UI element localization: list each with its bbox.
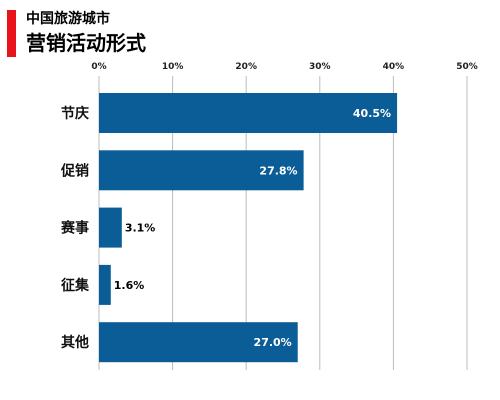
data-label: 27.0% — [254, 336, 292, 349]
bar — [99, 150, 304, 191]
category-label: 促销 — [60, 162, 89, 179]
x-tick-label: 50% — [456, 62, 478, 72]
data-label: 40.5% — [353, 107, 391, 120]
chart-title: 营销活动形式 — [26, 31, 146, 55]
x-axis-ticks: 0% 10% 20% 30% 40% 50% — [91, 62, 477, 72]
x-tick-label: 40% — [383, 62, 405, 72]
data-labels: 40.5% 27.8% 3.1% 1.6% 27.0% — [114, 107, 391, 349]
x-tick-label: 20% — [235, 62, 257, 72]
bar — [99, 207, 122, 248]
category-label: 其他 — [61, 334, 89, 351]
title-accent-bar — [7, 10, 16, 57]
bar — [99, 264, 111, 305]
data-label: 27.8% — [259, 164, 297, 177]
data-label: 3.1% — [125, 222, 156, 235]
bars — [99, 93, 398, 363]
bar — [99, 93, 398, 133]
x-tick-label: 0% — [91, 62, 106, 72]
category-label: 节庆 — [61, 105, 89, 122]
category-label: 赛事 — [60, 220, 89, 237]
chart-supertitle: 中国旅游城市 — [26, 11, 110, 27]
bar — [99, 322, 298, 363]
x-tick-label: 10% — [162, 62, 184, 72]
x-tick-label: 30% — [309, 62, 331, 72]
data-label: 1.6% — [114, 279, 145, 292]
category-label: 征集 — [61, 277, 90, 294]
